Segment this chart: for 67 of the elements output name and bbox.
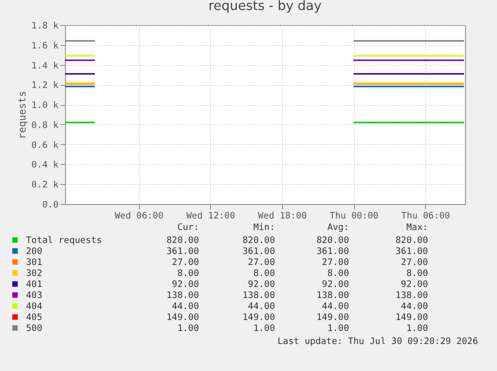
text: Min: [253, 223, 275, 233]
y-tick-label: 1.8 k [31, 22, 60, 32]
text: 138.00 [316, 291, 349, 301]
text: 149.00 [316, 313, 349, 323]
chart-title: requests - by day [208, 0, 322, 14]
text: 44.00 [172, 302, 199, 312]
y-tick-label: 1.4 k [31, 61, 60, 72]
legend-label: 301 [26, 258, 42, 268]
text: 44.00 [322, 302, 349, 312]
y-tick-label: 0.0 [42, 200, 58, 210]
text: 361.00 [166, 247, 199, 257]
y-tick-label: 0.2 k [31, 180, 60, 191]
x-tick-label: Thu 00:00 [330, 212, 378, 222]
text: 820.00 [166, 236, 199, 246]
text: 44.00 [248, 302, 275, 312]
text: Last update: Thu Jul 30 09:20:29 2026 [278, 337, 478, 347]
text: 92.00 [248, 280, 275, 290]
legend-label: 500 [26, 324, 42, 334]
text: 8.00 [327, 269, 349, 279]
text: 44.00 [400, 302, 428, 312]
text: 361.00 [242, 247, 275, 257]
x-tick-label: Wed 18:00 [258, 212, 307, 222]
text: 27.00 [322, 258, 349, 268]
legend-label: 302 [26, 269, 42, 279]
y-tick-label: 0.4 k [31, 160, 60, 171]
x-tick-label: Thu 06:00 [401, 212, 450, 222]
text: 138.00 [242, 291, 275, 301]
text: 8.00 [406, 269, 428, 279]
text: 8.00 [253, 269, 275, 279]
y-tick-label: 1.0 k [31, 101, 60, 112]
text: Cur: [177, 223, 199, 233]
text: Avg: [327, 223, 349, 233]
text: 820.00 [242, 236, 275, 246]
text: 820.00 [395, 236, 428, 246]
text: 820.00 [316, 236, 349, 246]
legend-label: 405 [26, 313, 42, 323]
text: 1.00 [406, 324, 428, 334]
text: 1.00 [327, 324, 349, 334]
text: 138.00 [395, 291, 428, 301]
x-tick-label: Wed 12:00 [186, 212, 236, 222]
text: 1.00 [177, 324, 199, 334]
x-tick-label: Wed 06:00 [114, 212, 164, 222]
legend-label: Total requests [26, 236, 102, 246]
legend-label: 200 [26, 247, 42, 257]
legend-label: 401 [26, 280, 42, 290]
text: 149.00 [166, 313, 199, 323]
text: 92.00 [322, 280, 349, 290]
text: 8.00 [177, 269, 199, 279]
y-tick-label: 0.8 k [31, 120, 60, 131]
text: 1.00 [253, 324, 275, 334]
text: 27.00 [172, 258, 199, 268]
text: 138.00 [166, 291, 199, 301]
y-tick-label: 1.6 k [31, 41, 60, 52]
y-tick-label: 1.2 k [31, 81, 60, 92]
text: 92.00 [400, 280, 428, 290]
text: 361.00 [395, 247, 428, 257]
legend-label: 403 [26, 291, 42, 301]
text: 149.00 [242, 313, 275, 323]
text: 149.00 [395, 313, 428, 323]
text: Max: [406, 223, 428, 233]
text: 27.00 [248, 258, 275, 268]
y-axis-title: requests [17, 90, 28, 140]
text: 92.00 [172, 280, 199, 290]
text: 361.00 [316, 247, 349, 257]
text: 27.00 [400, 258, 428, 268]
legend-label: 404 [26, 302, 42, 312]
y-tick-label: 0.6 k [31, 140, 60, 151]
